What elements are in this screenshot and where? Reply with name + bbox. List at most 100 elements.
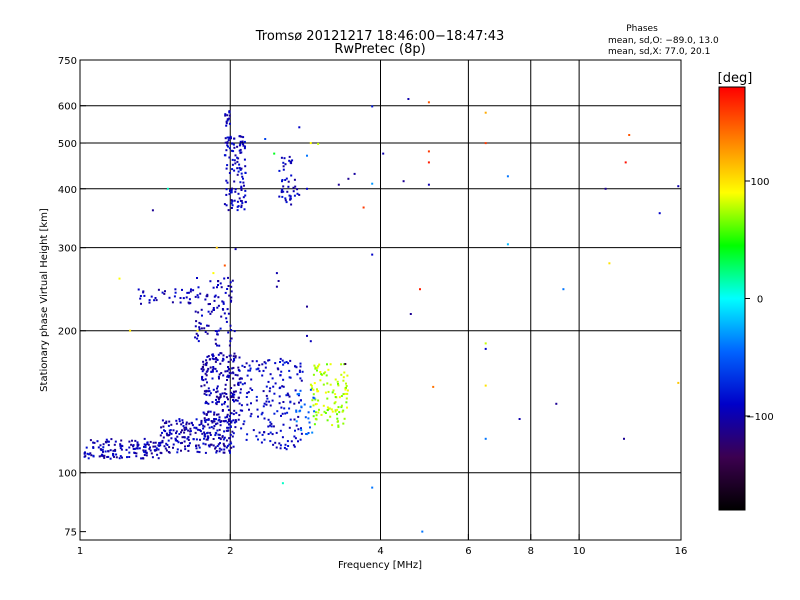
data-point-585 [200, 308, 203, 311]
data-point-257 [208, 426, 211, 429]
data-point-857 [288, 369, 291, 372]
data-point-484 [221, 392, 224, 395]
data-point-407 [236, 374, 239, 377]
data-point-581 [217, 284, 219, 286]
x-tick-label-0: 1 [77, 546, 83, 557]
data-point-559 [215, 370, 218, 373]
data-point-34 [89, 439, 92, 442]
data-point-545 [209, 410, 212, 413]
data-point-529 [239, 391, 242, 394]
data-point-1046 [281, 179, 284, 181]
data-point-1206 [118, 277, 121, 280]
data-point-563 [211, 353, 214, 356]
data-point-1213 [427, 150, 430, 153]
data-point-468 [232, 390, 235, 393]
data-point-89 [121, 456, 123, 459]
data-point-1254 [306, 334, 308, 337]
data-point-913 [289, 359, 292, 362]
data-point-1069 [285, 177, 288, 180]
data-point-507 [213, 413, 216, 416]
data-point-498 [226, 415, 229, 418]
data-point-1045 [284, 197, 287, 200]
data-point-1154 [316, 388, 318, 391]
data-point-663 [218, 344, 221, 347]
data-point-652 [230, 296, 233, 299]
data-point-144 [231, 435, 234, 438]
data-point-794 [231, 187, 234, 190]
data-point-433 [206, 355, 209, 358]
data-point-1119 [327, 368, 330, 371]
data-point-179 [220, 448, 223, 451]
data-point-1255 [309, 340, 312, 343]
chart-title: Tromsø 20121217 18:46:00−18:47:43 [255, 29, 505, 44]
data-point-840 [228, 114, 231, 117]
data-point-357 [176, 439, 179, 442]
data-point-828 [232, 150, 235, 153]
data-point-1019 [294, 437, 297, 440]
data-point-111 [118, 457, 121, 460]
data-point-956 [271, 399, 274, 402]
data-point-284 [193, 426, 196, 429]
data-point-653 [226, 288, 229, 290]
data-point-434 [229, 415, 231, 418]
data-point-999 [252, 429, 255, 432]
data-point-974 [260, 441, 263, 444]
data-point-608 [214, 294, 217, 297]
data-point-893 [275, 446, 278, 449]
data-point-966 [294, 365, 296, 368]
data-point-341 [223, 430, 226, 433]
data-point-368 [217, 375, 220, 378]
data-point-671 [171, 301, 174, 304]
data-point-121 [89, 452, 92, 455]
data-point-27 [156, 453, 159, 456]
data-point-595 [206, 324, 208, 327]
data-point-254 [214, 447, 217, 450]
data-point-406 [218, 418, 221, 421]
data-point-1195 [300, 405, 303, 408]
data-point-1047 [288, 194, 291, 197]
data-point-492 [213, 411, 216, 414]
data-point-462 [228, 420, 230, 422]
data-point-762 [225, 204, 228, 207]
data-point-546 [232, 413, 235, 416]
data-point-1001 [282, 363, 285, 366]
data-point-453 [215, 391, 218, 394]
data-point-875 [294, 429, 296, 432]
data-point-564 [238, 414, 241, 417]
data-point-1233 [658, 212, 661, 215]
data-point-741 [233, 169, 236, 172]
data-point-223 [165, 449, 168, 452]
data-point-1039 [291, 159, 294, 162]
stats-heading: Phases [626, 24, 658, 34]
data-point-326 [228, 423, 231, 426]
data-point-1230 [624, 161, 627, 164]
data-point-586 [197, 334, 199, 337]
data-point-1249 [309, 142, 312, 145]
data-point-371 [231, 392, 234, 395]
data-point-575 [235, 411, 238, 414]
data-point-702 [187, 291, 190, 294]
data-point-271 [189, 433, 192, 436]
scatter-points [83, 98, 680, 533]
data-point-1058 [281, 195, 284, 198]
data-point-1133 [314, 398, 317, 401]
data-point-1030 [289, 195, 292, 198]
data-point-1021 [243, 366, 246, 368]
data-point-919 [299, 399, 302, 402]
data-point-1031 [288, 155, 291, 158]
data-point-1258 [215, 246, 218, 249]
data-point-202 [212, 427, 215, 430]
data-point-561 [226, 370, 229, 373]
data-point-1139 [331, 391, 334, 394]
data-point-915 [295, 424, 298, 427]
data-point-24 [130, 443, 133, 446]
data-point-970 [272, 385, 275, 388]
data-point-178 [207, 423, 210, 426]
data-point-633 [220, 315, 223, 318]
data-point-151 [160, 426, 163, 429]
data-point-965 [264, 362, 267, 365]
data-point-516 [205, 374, 208, 377]
data-point-345 [223, 436, 226, 439]
data-point-689 [182, 297, 185, 300]
data-point-165 [218, 433, 221, 436]
